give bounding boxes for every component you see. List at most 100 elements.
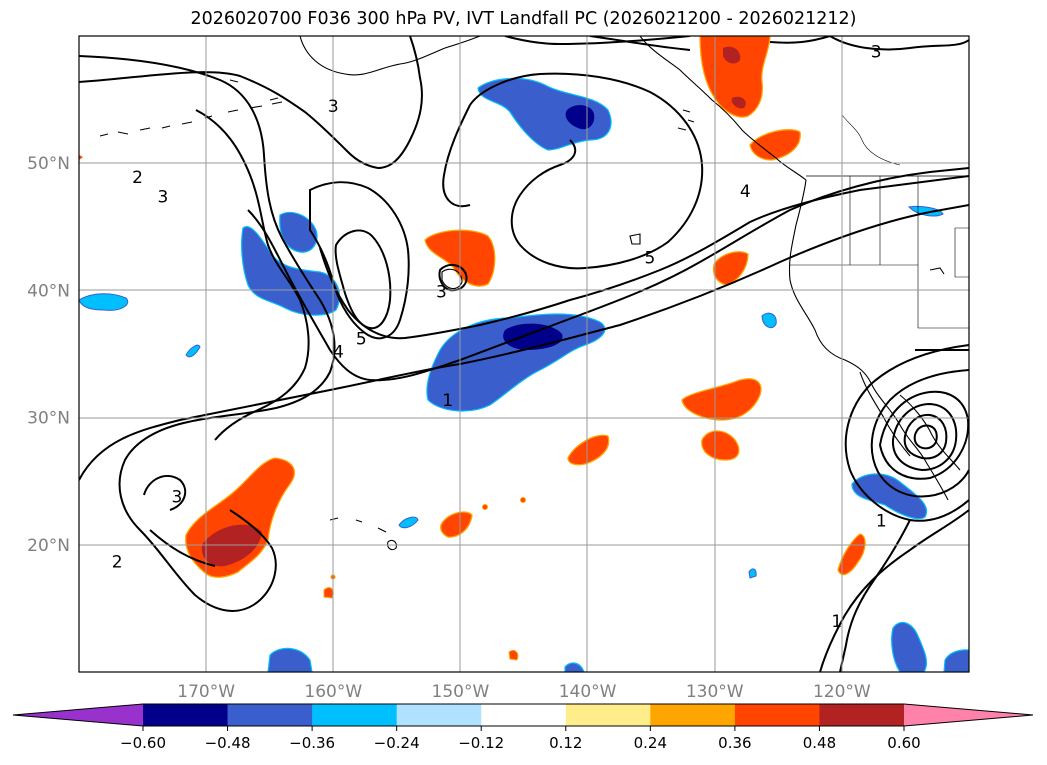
contour-inner-ridge [334, 229, 392, 330]
chart-title: 2026020700 F036 300 hPa PV, IVT Landfall… [190, 9, 857, 29]
contour-circle-3 [143, 475, 187, 511]
contour-high-3 [438, 264, 468, 292]
anomaly-neg-small-1 [761, 312, 777, 329]
lon-tick-label: 130°W [686, 682, 744, 702]
anomaly-neg-small-2 [907, 205, 944, 217]
contour-label: 3 [171, 487, 182, 507]
border-state-3 [917, 176, 969, 329]
border-canada-1 [841, 114, 901, 166]
contour-cyclone-5 [903, 413, 948, 460]
anomaly-neg-south-4 [943, 649, 969, 672]
coastline-island-4 [677, 109, 695, 131]
contour-label: 5 [356, 330, 367, 350]
lon-tick-labels: 170°W 160°W 150°W 140°W 130°W 120°W [177, 682, 871, 702]
border-state-5 [954, 227, 969, 278]
contour-low-ridge [309, 181, 410, 340]
colorbar: −0.60 −0.48 −0.36 −0.24 −0.12 0.12 0.24 0.36 0.4… [12, 703, 1034, 752]
lat-tick-label: 50°N [27, 154, 70, 174]
anomaly-neg-south-2 [267, 647, 313, 672]
contour-label: 3 [436, 283, 447, 303]
coastline-baja [859, 371, 911, 457]
anomaly-pos-east-4 [701, 430, 740, 461]
colorbar-tick-label: −0.36 [289, 734, 335, 752]
coastline-alaska-2 [639, 36, 807, 181]
anomaly-shading [79, 36, 969, 672]
contour-label: 2 [112, 552, 123, 572]
colorbar-segment [143, 704, 229, 726]
colorbar-tick-label: 0.12 [549, 734, 582, 752]
contour-3-north [79, 36, 423, 170]
colorbar-segment [650, 704, 736, 726]
anomaly-neg-small-5 [748, 568, 757, 579]
coastline-island-2 [629, 233, 641, 245]
anomaly-pos-alaska-core [723, 46, 741, 64]
contour-cyclone-3 [878, 390, 969, 480]
colorbar-tick-label: 0.36 [718, 734, 751, 752]
colorbar-tick-label: 0.48 [803, 734, 836, 752]
contour-ridge [504, 36, 691, 46]
contour-cyclone-outer [844, 344, 969, 522]
pv-contours [79, 36, 969, 672]
contour-3-ne [769, 36, 969, 51]
anomaly-neg-small-4 [185, 344, 201, 358]
colorbar-tick-label: 0.60 [887, 734, 920, 752]
lat-tick-label: 30°N [27, 409, 70, 429]
contour-4 [247, 167, 969, 382]
colorbar-segment [481, 704, 567, 726]
contour-label: 5 [644, 248, 655, 268]
contour-cyclone-2 [870, 369, 969, 498]
coastline-island-1 [441, 268, 463, 290]
map-frame [78, 35, 970, 673]
colorbar-tick-label: −0.24 [374, 734, 420, 752]
lon-tick-label: 150°W [432, 682, 490, 702]
lon-tick-label: 120°W [813, 682, 871, 702]
colorbar-segment [312, 704, 398, 726]
contour-cyclone-6 [913, 424, 938, 450]
coastline-hawaii [329, 517, 397, 551]
contour-3-west [195, 109, 310, 441]
contour-2-west [79, 55, 336, 612]
colorbar-tick-label: −0.48 [205, 734, 251, 752]
colorbar-segment [734, 704, 820, 726]
contour-label: 2 [132, 168, 143, 188]
contour-label: 1 [876, 512, 887, 532]
colorbar-segment [565, 704, 651, 726]
contour-upper-right [589, 36, 691, 51]
lon-tick-label: 140°W [559, 682, 617, 702]
coastline-west-us [788, 179, 949, 501]
anomaly-pos-alaska-core-2 [731, 96, 746, 109]
anomaly-pos-east-2 [712, 251, 749, 286]
coastline-aleutians [99, 101, 283, 137]
anomaly-neg-south-1 [891, 621, 928, 672]
coastline-gulf-calif [899, 394, 961, 471]
contour-cyclone-south-2 [839, 519, 911, 672]
anomaly-pos-east-1 [681, 378, 762, 421]
lat-tick-label: 20°N [27, 536, 70, 556]
contour-label: 1 [831, 612, 842, 632]
lon-tick-label: 160°W [304, 682, 362, 702]
contour-label: 4 [740, 182, 751, 202]
colorbar-segment [227, 704, 313, 726]
coastline-island-3 [929, 267, 945, 275]
anomaly-pos-small-1 [440, 511, 473, 538]
colorbar-segment [819, 704, 905, 726]
anomaly-pos-dot-1 [482, 504, 488, 510]
contour-sw-loop [149, 529, 216, 567]
colorbar-tick-label: 0.24 [634, 734, 667, 752]
colorbar-extend-high [904, 704, 1033, 726]
colorbar-extend-low [13, 704, 143, 726]
contour-high-center [469, 72, 704, 270]
anomaly-pos-edge [79, 155, 83, 160]
contour-label: 3 [328, 97, 339, 117]
anomaly-pos-dot-2 [520, 497, 526, 503]
anomaly-neg-south-3 [564, 662, 585, 672]
contour-1 [79, 204, 969, 481]
anomaly-pos-small-3 [323, 587, 334, 599]
contour-high-center-2 [442, 104, 471, 208]
gridlines [79, 36, 969, 672]
anomaly-neg-far-west [79, 293, 129, 311]
anomaly-neg-small-3 [398, 516, 419, 529]
lat-tick-labels: 20°N 30°N 40°N 50°N [27, 154, 70, 556]
